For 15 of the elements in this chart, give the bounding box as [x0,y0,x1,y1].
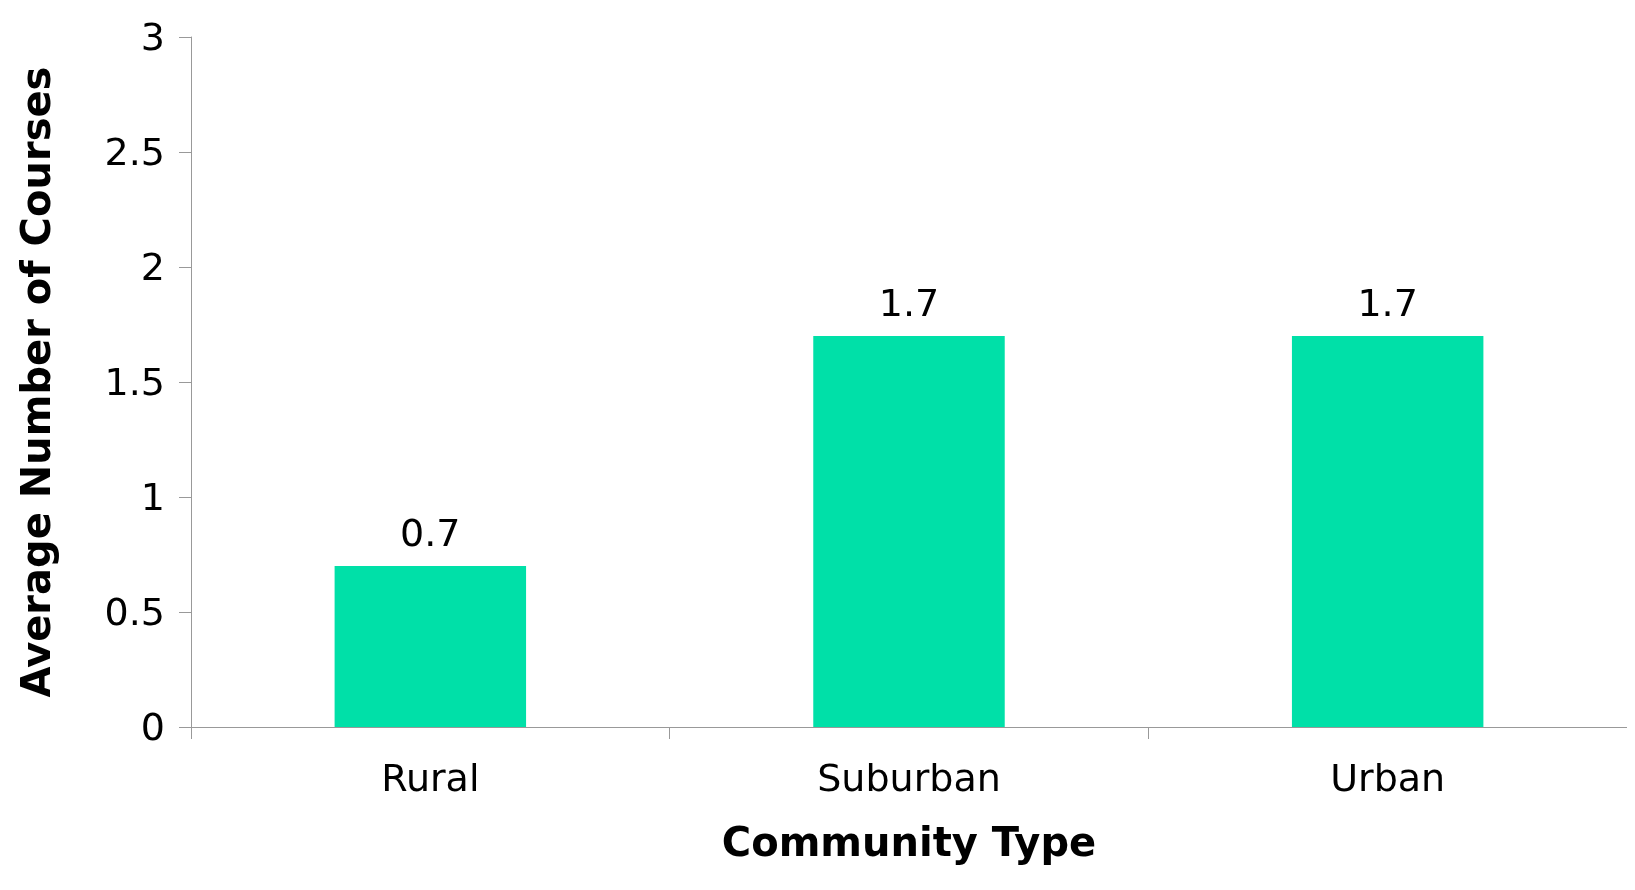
y-tick-label: 3 [140,15,165,59]
y-tick-label: 1 [140,475,165,519]
y-tick-label: 0.5 [104,590,165,634]
y-tick-label: 2.5 [104,130,165,174]
data-label: 1.7 [878,281,940,325]
y-tick-label: 1.5 [104,360,165,404]
y-axis-title: Average Number of Courses [13,66,59,698]
data-label: 1.7 [1357,281,1418,325]
x-tick-label: Suburban [817,756,1001,800]
y-tick-label: 2 [140,245,165,289]
data-label: 0.7 [400,511,461,555]
x-tick-label: Urban [1330,756,1446,800]
x-tick-label: Rural [381,756,480,800]
y-tick-label: 0 [140,705,165,749]
x-axis-title: Community Type [721,819,1097,865]
